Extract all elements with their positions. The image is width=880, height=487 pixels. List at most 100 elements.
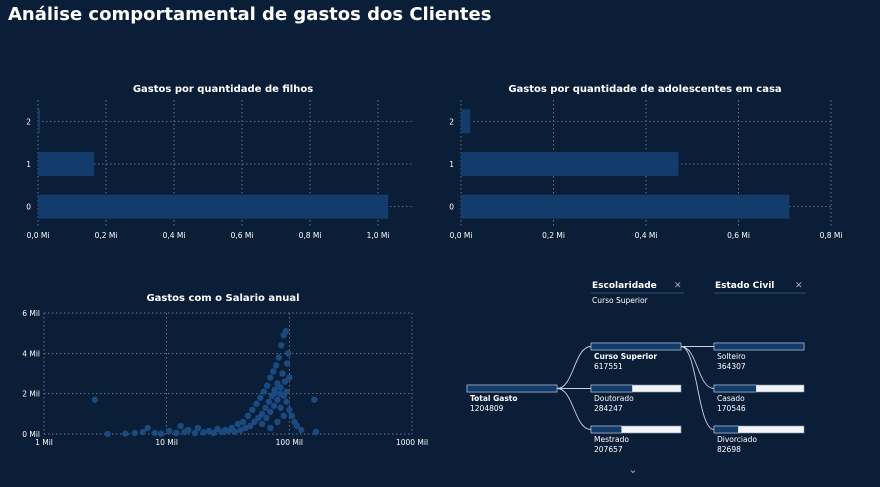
node-label: Curso Superior (594, 352, 657, 361)
tree-link (680, 346, 715, 430)
node-bar (466, 384, 558, 393)
scatter-point (144, 424, 151, 432)
bar (461, 109, 471, 134)
close-icon[interactable]: ✕ (674, 281, 682, 291)
y-tick-label: 6 Mil (22, 309, 40, 318)
node-bar (590, 425, 622, 434)
scatter-point (311, 396, 318, 403)
scatter-point (251, 418, 258, 426)
scatter-point (194, 424, 202, 432)
x-tick-label: 0,2 Mi (95, 231, 118, 240)
scatter-point (277, 384, 284, 391)
bar (38, 152, 95, 176)
tree-link (556, 346, 592, 389)
scatter-point (275, 354, 282, 361)
node-label: Doutorado (594, 394, 634, 403)
bar-chart-teens[interactable]: Gastos por quantidade de adolescentes em… (449, 84, 842, 240)
filter-label-escolaridade: Escolaridade (592, 281, 657, 291)
x-tick-label: 0,8 Mi (299, 231, 322, 240)
scatter-point (91, 396, 99, 403)
scatter-point (312, 428, 320, 436)
y-tick-label: 0 (449, 203, 454, 212)
scatter-point (191, 429, 199, 437)
node-label: Total Gasto (470, 394, 518, 403)
x-tick-label: 0,0 Mi (450, 231, 473, 240)
scatter-point (237, 426, 244, 434)
tree-link (556, 388, 592, 430)
y-tick-label: 2 (26, 117, 31, 126)
x-tick-label: 10 Mil (155, 438, 178, 447)
scatter-point (166, 427, 173, 435)
node-bar (713, 384, 757, 393)
scatter-chart-salary[interactable]: Gastos com o Salario anual 0 Mil 2 Mil 4 M… (22, 293, 428, 447)
scatter-point (282, 327, 290, 335)
scatter-point (104, 430, 111, 438)
page-title: Análise comportamental de gastos dos Cli… (8, 4, 492, 25)
scatter-point (210, 429, 217, 437)
scatter-point (277, 404, 284, 411)
node-value: 82698 (717, 445, 741, 454)
scatter-point (231, 428, 239, 436)
x-tick-label: 0,8 Mi (820, 231, 843, 240)
node-value: 617551 (594, 362, 623, 371)
scatter-point (249, 406, 256, 413)
chevron-down-icon[interactable]: ⌄ (628, 464, 637, 476)
scatter-point (263, 414, 270, 422)
node-bar (590, 342, 682, 351)
scatter-point (258, 410, 266, 418)
x-tick-label: 100 Mil (276, 438, 303, 447)
scatter-point (281, 378, 289, 385)
node-label: Mestrado (594, 435, 629, 444)
scatter-point (286, 374, 293, 381)
scatter-point (270, 390, 278, 397)
scatter-point (278, 342, 285, 349)
x-tick-label: 0,0 Mi (27, 231, 50, 240)
node-bar (713, 342, 805, 351)
node-value: 284247 (594, 404, 623, 413)
scatter-point (285, 350, 292, 357)
scatter-point (283, 360, 291, 367)
x-tick-label: 0,6 Mi (231, 231, 254, 240)
x-tick-label: 1 Mil (35, 438, 53, 447)
x-tick-label: 0,2 Mi (542, 231, 565, 240)
chart-title: Gastos com o Salario anual (146, 293, 299, 304)
scatter-point (265, 398, 272, 405)
bar (461, 152, 679, 176)
scatter-point (131, 429, 139, 437)
node-label: Solteiro (717, 352, 746, 361)
scatter-point (280, 412, 287, 420)
y-tick-label: 2 (449, 117, 454, 126)
node-bar (713, 425, 739, 434)
x-tick-label: 0,4 Mi (635, 231, 658, 240)
y-tick-label: 0 Mil (22, 430, 40, 439)
bar (38, 109, 41, 134)
scatter-point (283, 388, 290, 395)
filter-value-escolaridade: Curso Superior (592, 296, 649, 305)
scatter-point (247, 422, 254, 430)
scatter-point (177, 422, 184, 430)
scatter-point (298, 426, 305, 434)
filter-label-estado-civil: Estado Civil (715, 281, 774, 291)
close-icon[interactable]: ✕ (795, 281, 803, 291)
bar-chart-children[interactable]: Gastos por quantidade de filhos 0,0 Mi 0,… (26, 84, 412, 240)
scatter-point (267, 408, 274, 416)
scatter-point (270, 368, 277, 375)
chart-title: Gastos por quantidade de filhos (133, 84, 313, 95)
scatter-point (283, 398, 290, 405)
scatter-point (157, 430, 165, 437)
scatter-point (279, 370, 286, 377)
scatter-point (139, 428, 147, 436)
node-label: Casado (717, 394, 745, 403)
scatter-point (293, 422, 300, 430)
x-tick-label: 1,0 Mi (367, 231, 390, 240)
decomposition-tree[interactable]: Escolaridade ✕ Curso Superior Estado Civ… (466, 281, 806, 476)
scatter-point (270, 402, 278, 409)
chart-title: Gastos por quantidade de adolescentes em… (508, 84, 781, 95)
node-bar (590, 384, 633, 393)
scatter-point (200, 429, 207, 436)
scatter-point (272, 362, 280, 369)
node-value: 1204809 (470, 404, 504, 413)
x-tick-label: 0,4 Mi (163, 231, 186, 240)
scatter-point (263, 382, 271, 389)
node-value: 170546 (717, 404, 746, 413)
